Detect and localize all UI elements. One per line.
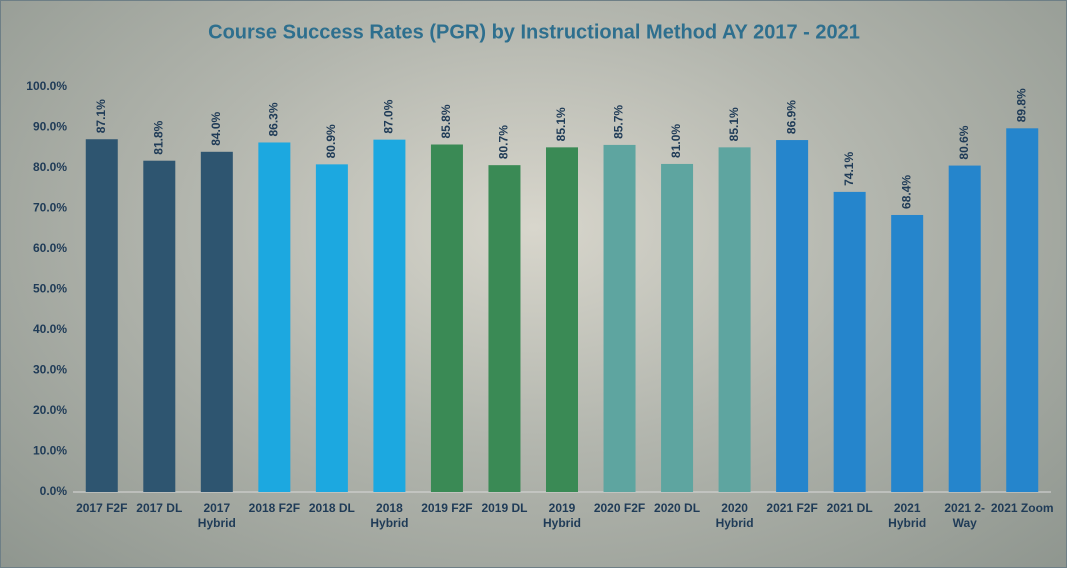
y-tick-label: 40.0% [33, 322, 67, 336]
x-tick-label: 2021 DL [826, 501, 873, 515]
chart-title: Course Success Rates (PGR) by Instructio… [208, 21, 860, 43]
bar [85, 139, 118, 492]
x-tick-label: 2018 F2F [248, 501, 301, 515]
bar [891, 214, 924, 493]
x-tick-label: 2021 2-Way [944, 501, 986, 530]
bar [258, 142, 291, 493]
bar [833, 191, 866, 492]
x-tick-label: 2020 F2F [593, 501, 646, 515]
x-tick-label: 2017 F2F [76, 501, 128, 515]
x-tick-label: 2021 F2F [766, 501, 818, 515]
y-tick-label: 100.0% [26, 79, 67, 93]
x-tick-label: 2018 Hybrid [370, 501, 409, 530]
bar [1006, 128, 1039, 492]
data-label: 81.0% [669, 124, 683, 158]
bar [373, 139, 406, 492]
bar [546, 147, 578, 492]
x-tick-label: 2017 DL [136, 501, 183, 515]
y-tick-label: 0.0% [40, 484, 68, 498]
data-label: 85.1% [554, 107, 568, 141]
data-label: 80.7% [497, 125, 511, 159]
x-tick-label: 2021 Hybrid [888, 501, 927, 530]
data-label: 87.1% [94, 99, 108, 133]
x-tick-label: 2019 Hybrid [542, 501, 581, 530]
y-tick-label: 20.0% [33, 403, 67, 417]
y-tick-label: 60.0% [33, 241, 67, 255]
data-label: 85.8% [439, 104, 453, 138]
x-tick-label: 2017 Hybrid [197, 501, 236, 530]
bar [200, 151, 233, 493]
bar [603, 144, 636, 493]
bar [315, 164, 348, 493]
y-tick-label: 50.0% [33, 282, 67, 296]
bar [948, 165, 981, 492]
x-tick-label: 2020 DL [654, 501, 701, 515]
data-label: 80.9% [324, 124, 338, 158]
data-label: 87.0% [382, 99, 396, 133]
x-tick-label: 2021 Zoom [990, 501, 1054, 515]
data-label: 86.9% [784, 100, 798, 134]
bar [430, 144, 463, 492]
y-tick-label: 70.0% [33, 201, 67, 215]
y-tick-label: 10.0% [33, 444, 67, 458]
bar [488, 165, 521, 493]
bar [718, 147, 751, 492]
data-label: 85.1% [727, 107, 741, 141]
bar [661, 163, 694, 492]
data-label: 89.8% [1014, 88, 1028, 122]
data-label: 80.6% [957, 125, 971, 159]
y-tick-label: 80.0% [33, 160, 67, 174]
x-tick-label: 2018 DL [308, 501, 355, 515]
x-tick-label: 2019 F2F [421, 501, 473, 515]
data-label: 68.4% [899, 175, 913, 209]
data-label: 74.1% [842, 152, 856, 186]
bar [143, 160, 176, 492]
x-tick-label: 2020 Hybrid [715, 501, 754, 530]
x-tick-label: 2019 DL [481, 501, 528, 515]
data-label: 84.0% [209, 111, 223, 145]
y-tick-label: 30.0% [33, 363, 67, 377]
y-tick-label: 90.0% [33, 120, 67, 134]
data-label: 86.3% [267, 102, 281, 136]
data-label: 81.8% [151, 120, 165, 154]
data-label: 85.7% [612, 105, 626, 139]
bar [776, 140, 809, 492]
